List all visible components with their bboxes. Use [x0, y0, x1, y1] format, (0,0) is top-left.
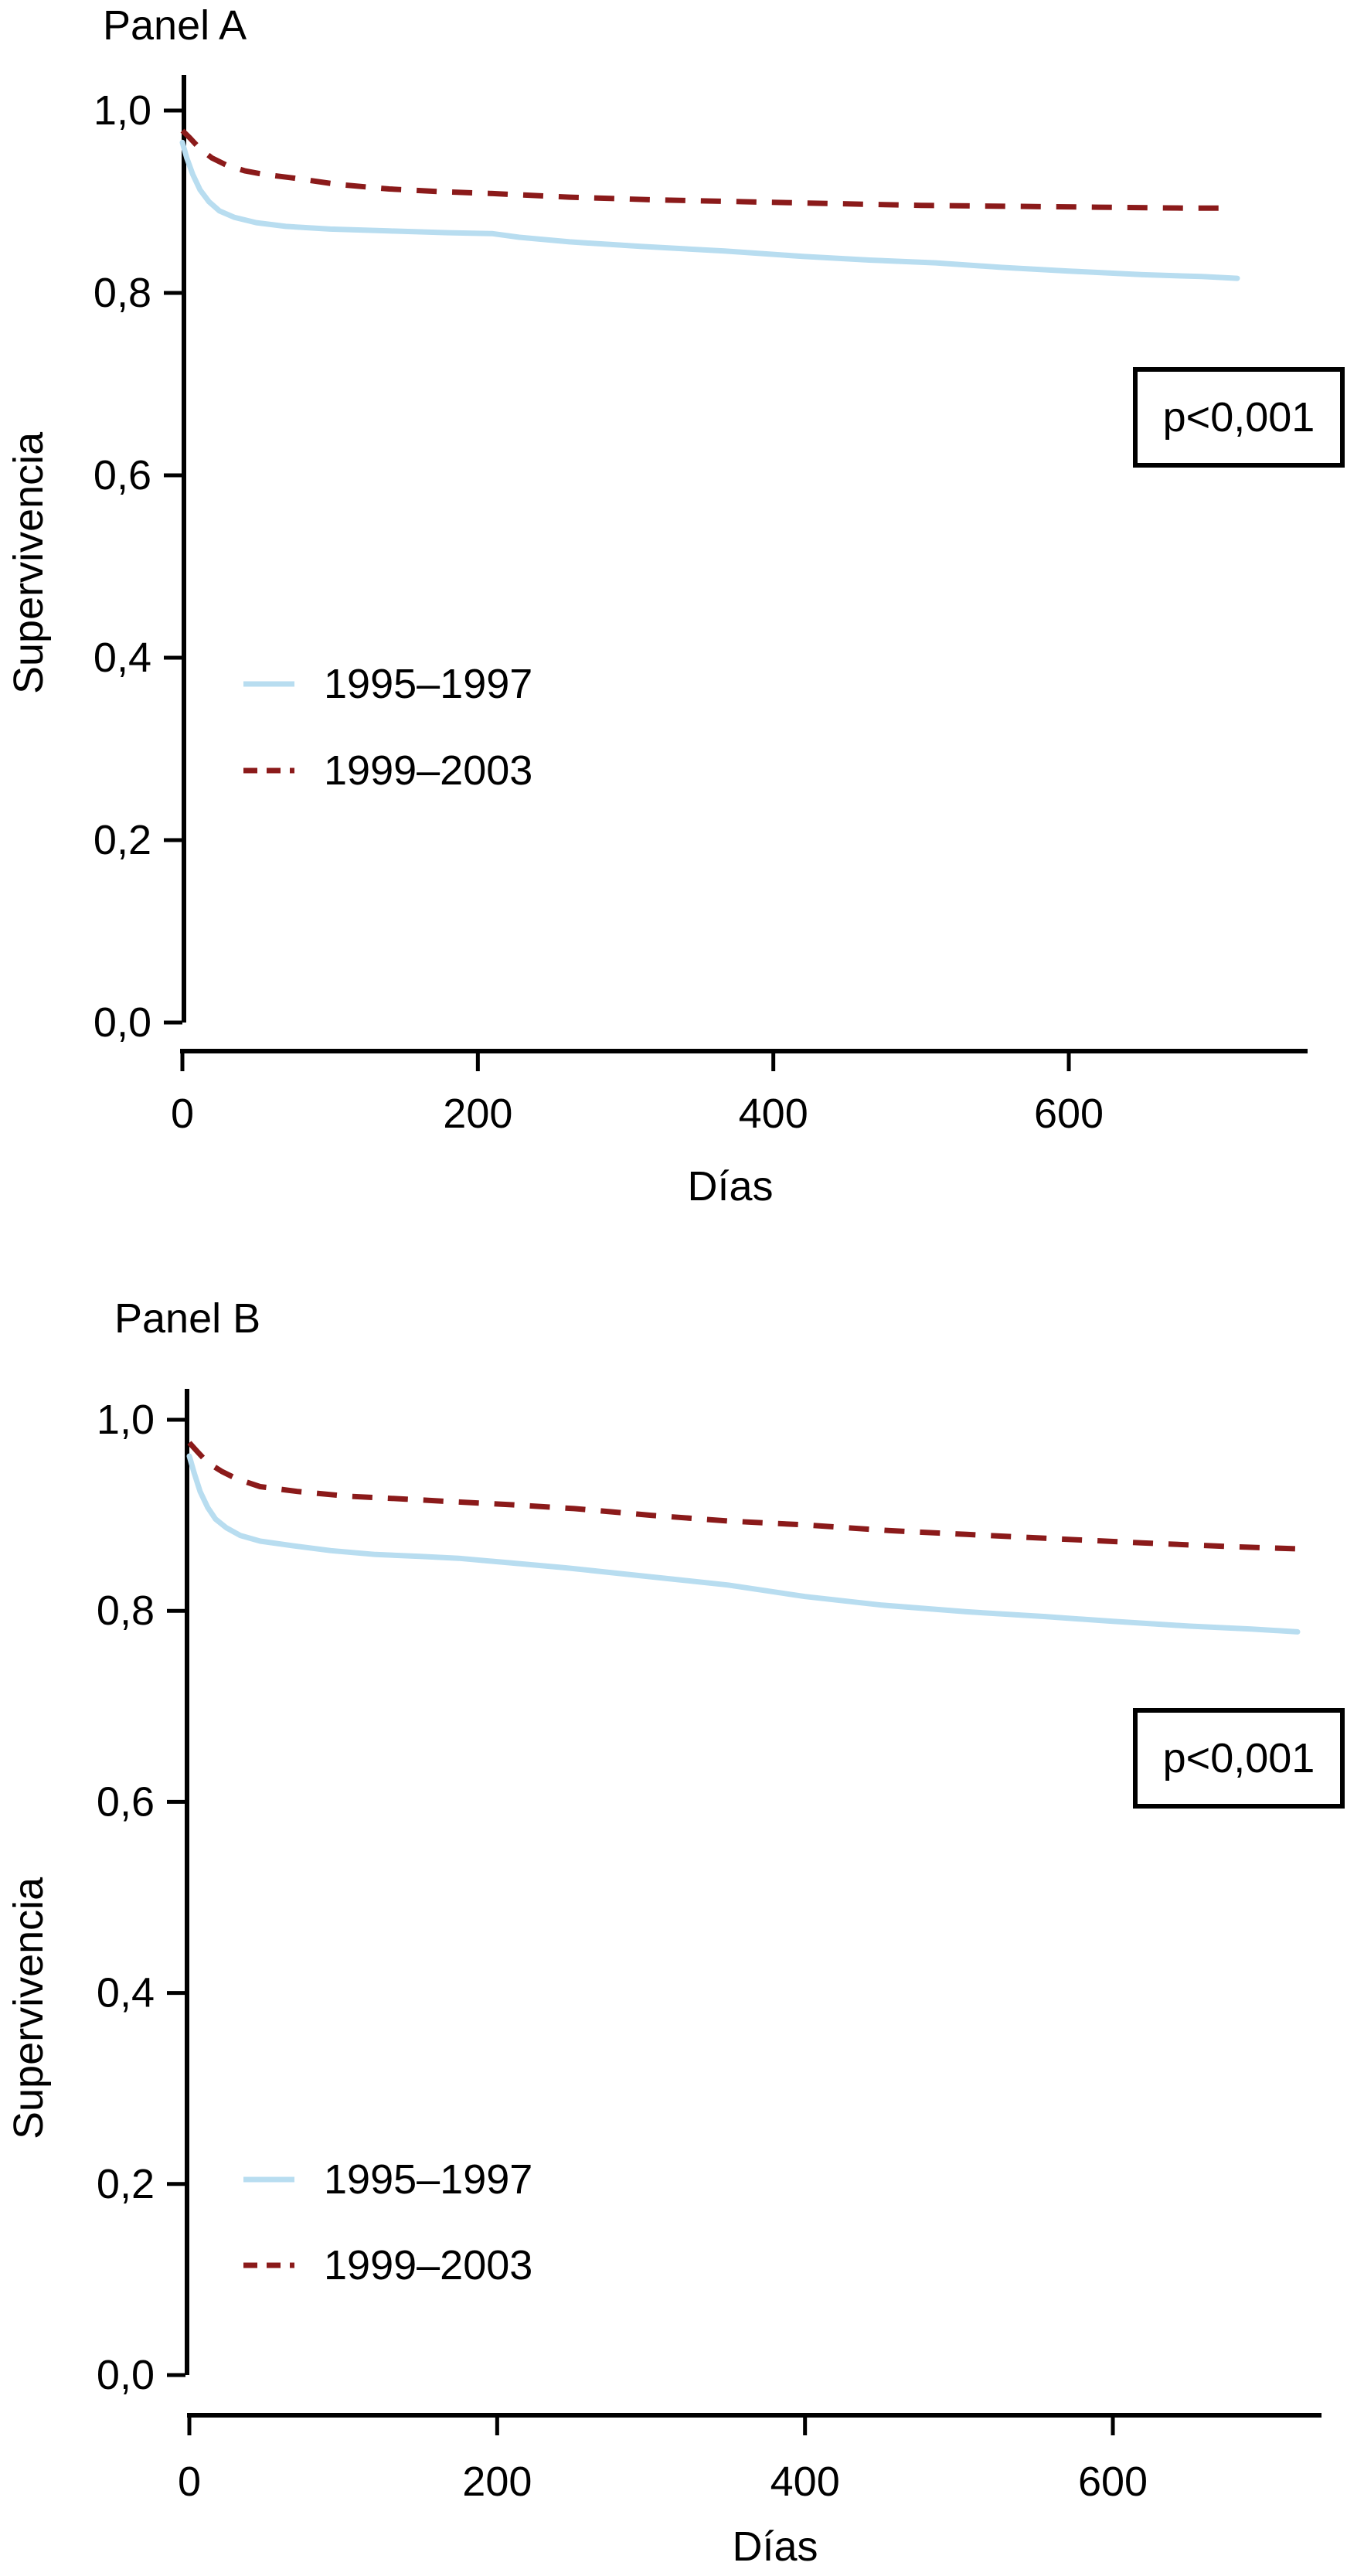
svg-text:600: 600	[1078, 2459, 1148, 2505]
panel-b-pvalue-text: p<0,001	[1162, 1735, 1315, 1781]
panel-a-legend-label-1995-1997: 1995–1997	[324, 661, 533, 707]
svg-text:0,6: 0,6	[94, 452, 151, 499]
panel-a-legend-swatch-dashed	[243, 767, 294, 774]
panel-a-title: Panel A	[103, 2, 247, 49]
svg-text:400: 400	[770, 2459, 840, 2505]
panel-b-legend-label-1995-1997: 1995–1997	[324, 2156, 533, 2203]
svg-text:0,2: 0,2	[97, 2161, 155, 2207]
svg-text:0,6: 0,6	[97, 1778, 155, 1825]
panel-a-pvalue-text: p<0,001	[1162, 394, 1315, 441]
panel-a-x-axis-label: Días	[687, 1163, 774, 1210]
svg-text:1,0: 1,0	[97, 1397, 155, 1443]
svg-text:0,0: 0,0	[94, 999, 151, 1046]
panel-b-title: Panel B	[114, 1295, 261, 1342]
panel-a-legend-label-1999-2003: 1999–2003	[324, 747, 533, 794]
svg-text:600: 600	[1034, 1091, 1104, 1137]
svg-text:0,8: 0,8	[97, 1587, 155, 1634]
panel-b-legend-swatch-dashed	[243, 2262, 294, 2268]
panel-a-pvalue-box: p<0,001	[1133, 367, 1345, 468]
panel-b-legend-item-1995-1997: 1995–1997	[242, 2156, 533, 2203]
panel-a-legend-item-1995-1997: 1995–1997	[242, 661, 533, 707]
panel-b-legend-item-1999-2003: 1999–2003	[242, 2242, 533, 2288]
svg-text:0: 0	[171, 1091, 194, 1137]
panel-a-legend-swatch-solid	[243, 681, 294, 687]
svg-text:0,4: 0,4	[97, 1970, 155, 2016]
panel-a-legend-item-1999-2003: 1999–2003	[242, 747, 533, 794]
svg-text:0,2: 0,2	[94, 817, 151, 863]
svg-text:0,8: 0,8	[94, 270, 151, 316]
panel-b-legend-label-1999-2003: 1999–2003	[324, 2242, 533, 2288]
svg-text:0,0: 0,0	[97, 2352, 155, 2398]
svg-text:0: 0	[178, 2459, 201, 2505]
svg-text:200: 200	[443, 1091, 512, 1137]
panel-b-y-axis-label: Supervivencia	[5, 1877, 52, 2139]
panel-b-legend-swatch-solid	[243, 2176, 294, 2183]
panel-a-y-axis-label: Supervivencia	[5, 431, 52, 694]
svg-text:200: 200	[462, 2459, 532, 2505]
panel-b-x-axis-label: Días	[732, 2523, 818, 2570]
svg-text:1,0: 1,0	[94, 87, 151, 134]
svg-text:400: 400	[739, 1091, 808, 1137]
panel-b-pvalue-box: p<0,001	[1133, 1708, 1345, 1809]
svg-text:0,4: 0,4	[94, 635, 151, 681]
